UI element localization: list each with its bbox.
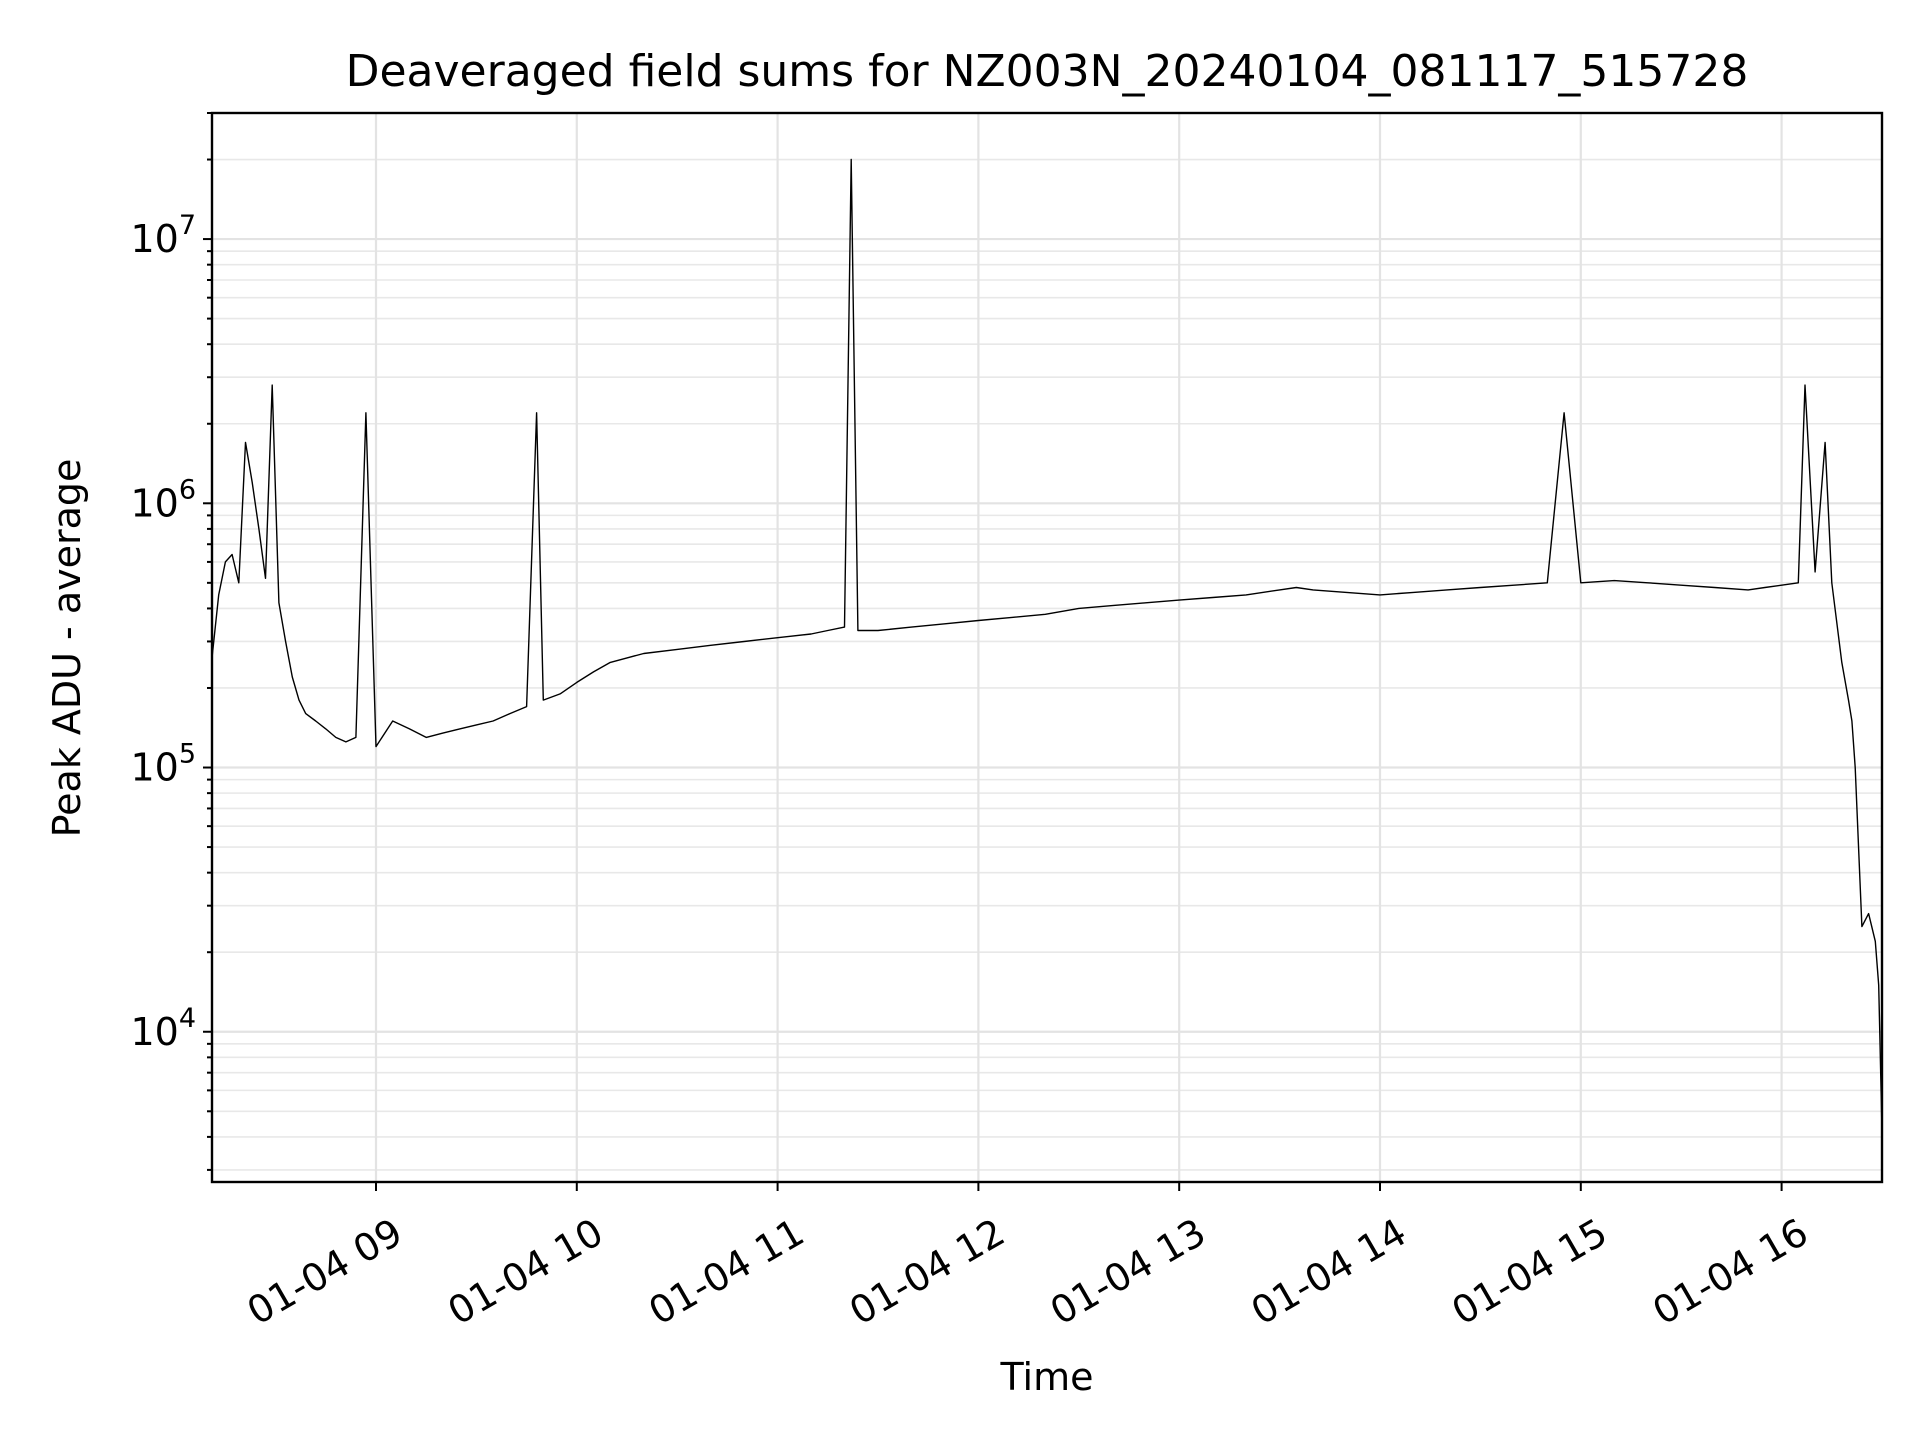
y-tick-label: 104 [130,1003,196,1054]
x-tick-label: 01-04 12 [842,1210,1012,1334]
x-tick-label: 01-04 11 [641,1210,811,1334]
x-tick-label: 01-04 14 [1244,1210,1414,1334]
x-axis: 01-04 09 01-04 10 01-04 11 01-04 12 01-04 13… [240,1182,1815,1334]
y-axis: 104 105 106 107 [130,112,212,1171]
y-tick-label: 106 [130,474,196,525]
series-layer [211,158,1883,1132]
y-tick-label: 107 [130,210,196,261]
x-tick-label: 01-04 13 [1043,1210,1213,1334]
chart-title: Deaveraged field sums for NZ003N_2024010… [346,46,1749,97]
x-axis-label: Time [1000,1355,1094,1399]
plot-frame [210,111,1884,1184]
x-tick-label: 01-04 10 [441,1210,611,1334]
grid [212,112,1882,1182]
x-tick-label: 01-04 16 [1645,1210,1815,1334]
series-line [211,158,1883,1132]
x-tick-label: 01-04 09 [240,1210,410,1334]
y-tick-label: 105 [130,739,196,790]
y-axis-label: Peak ADU - average [45,459,89,838]
x-tick-label: 01-04 15 [1445,1210,1615,1334]
